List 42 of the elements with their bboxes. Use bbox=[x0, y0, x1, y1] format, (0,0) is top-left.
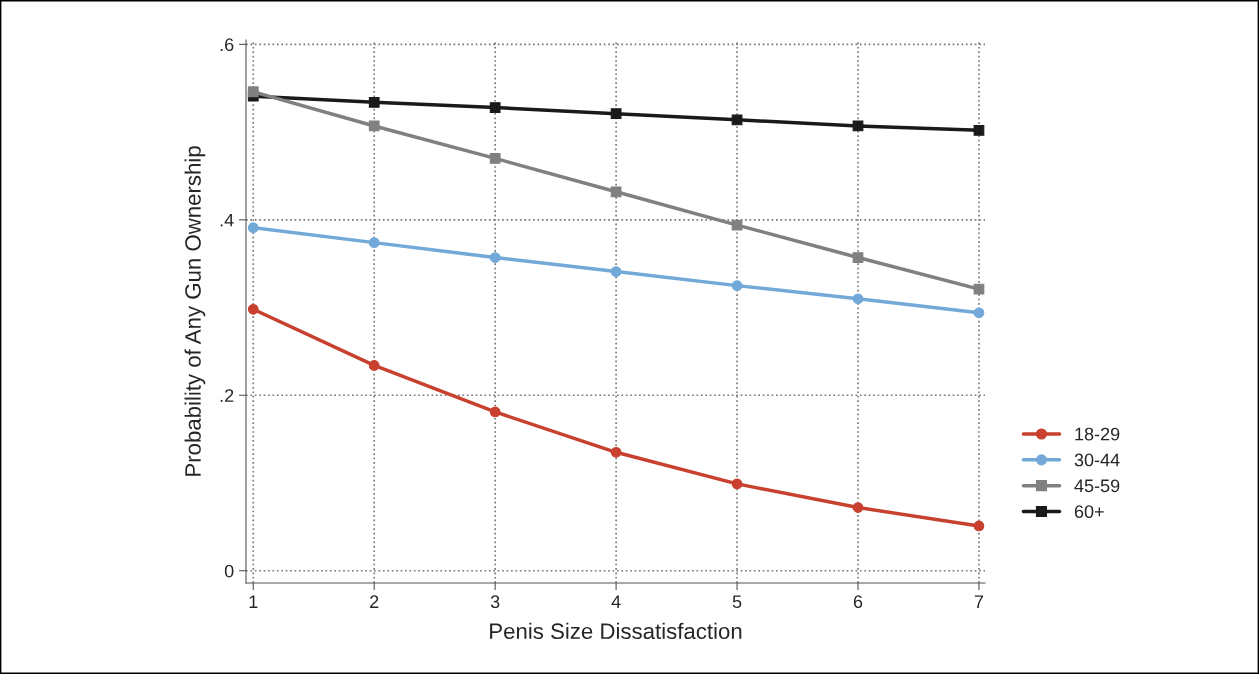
point bbox=[247, 303, 259, 315]
legend-label: 18-29 bbox=[1075, 427, 1120, 441]
point bbox=[973, 307, 985, 319]
y-tick-label: 0 bbox=[224, 564, 234, 578]
point bbox=[489, 102, 501, 113]
point bbox=[852, 293, 864, 305]
point bbox=[489, 252, 501, 263]
x-tick-label: 5 bbox=[732, 595, 742, 609]
point bbox=[973, 124, 985, 136]
point bbox=[731, 478, 743, 490]
y-tick-label: .6 bbox=[220, 38, 234, 52]
legend-label: 60+ bbox=[1074, 505, 1104, 519]
point bbox=[368, 96, 380, 108]
y-tick-label: .2 bbox=[220, 389, 234, 402]
point bbox=[368, 120, 380, 132]
point bbox=[973, 520, 985, 532]
x-tick-label: 6 bbox=[853, 595, 863, 609]
point bbox=[368, 237, 380, 249]
x-tick-label: 7 bbox=[974, 595, 984, 608]
point bbox=[610, 186, 622, 198]
point bbox=[973, 283, 985, 295]
point bbox=[247, 86, 259, 98]
point bbox=[731, 114, 743, 126]
x-tick-label: 2 bbox=[370, 595, 379, 608]
x-axis-title: Penis Size Dissatisfaction bbox=[490, 622, 742, 640]
point bbox=[489, 153, 501, 164]
x-tick-label: 3 bbox=[490, 595, 500, 609]
point bbox=[247, 222, 259, 234]
point bbox=[610, 108, 622, 120]
y-tick-label: .4 bbox=[220, 213, 234, 227]
point bbox=[852, 502, 864, 513]
point bbox=[368, 360, 380, 371]
y-axis-title: Probability of Any Gun Ownership bbox=[184, 146, 206, 476]
legend-label: 45-59 bbox=[1074, 479, 1120, 493]
x-tick-label: 1 bbox=[249, 595, 258, 608]
point bbox=[610, 266, 622, 277]
point bbox=[610, 446, 622, 458]
point bbox=[852, 252, 864, 263]
legend-label: 30-44 bbox=[1074, 453, 1120, 467]
x-tick-label: 4 bbox=[611, 595, 621, 608]
point bbox=[489, 406, 501, 418]
point bbox=[731, 280, 743, 291]
